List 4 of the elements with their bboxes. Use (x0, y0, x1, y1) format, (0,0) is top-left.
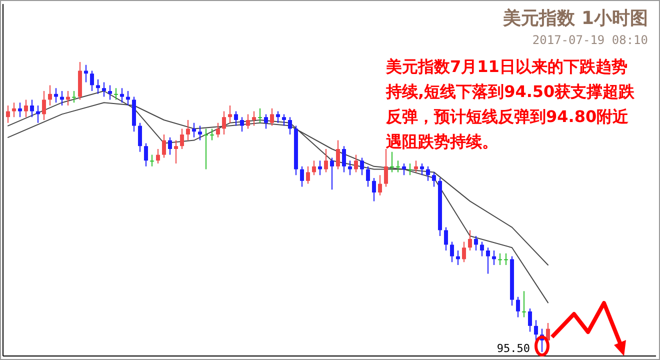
annotation: 95.50 (496, 342, 530, 355)
chart-title: 美元指数 1小时图 (502, 8, 648, 29)
annotation: 美元指数7月11日以来的下跌趋势持续,短线下落到94.50获支撑超跌反弹，预计短线反弹到94.80附近遇阻跌势持续。 (385, 57, 636, 151)
text: 2017-07-19 08:10 (532, 33, 648, 47)
